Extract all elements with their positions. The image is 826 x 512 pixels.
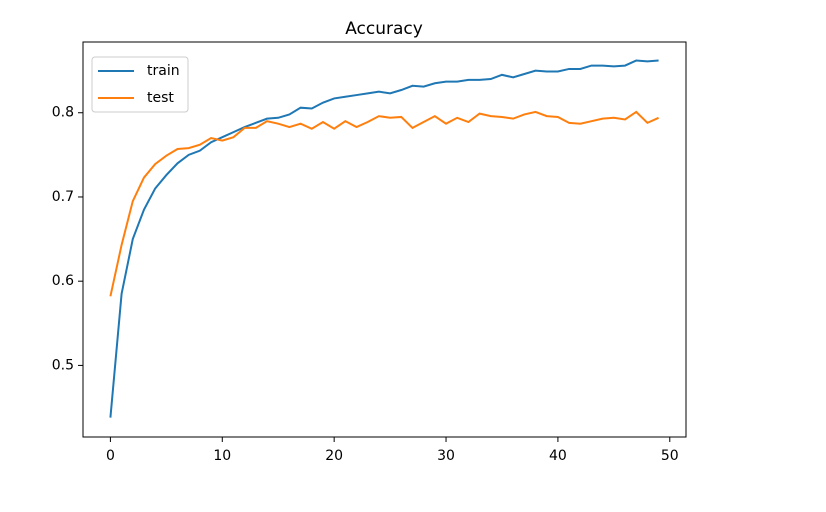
y-tick-label: 0.5 <box>52 357 74 373</box>
y-tick-label: 0.8 <box>52 105 74 121</box>
legend-label: train <box>147 63 180 79</box>
x-tick-label: 30 <box>437 448 455 464</box>
x-tick-label: 40 <box>549 448 567 464</box>
chart-title: Accuracy <box>345 19 423 39</box>
x-tick-label: 50 <box>661 448 679 464</box>
plot-frame <box>82 41 687 438</box>
y-tick-label: 0.7 <box>52 189 74 205</box>
x-tick-label: 0 <box>106 448 115 464</box>
line-series <box>109 110 660 297</box>
x-tick-label: 20 <box>325 448 343 464</box>
legend-label: test <box>147 90 174 106</box>
line-series <box>109 59 659 418</box>
x-tick-label: 10 <box>213 448 231 464</box>
y-tick-label: 0.6 <box>52 273 74 289</box>
